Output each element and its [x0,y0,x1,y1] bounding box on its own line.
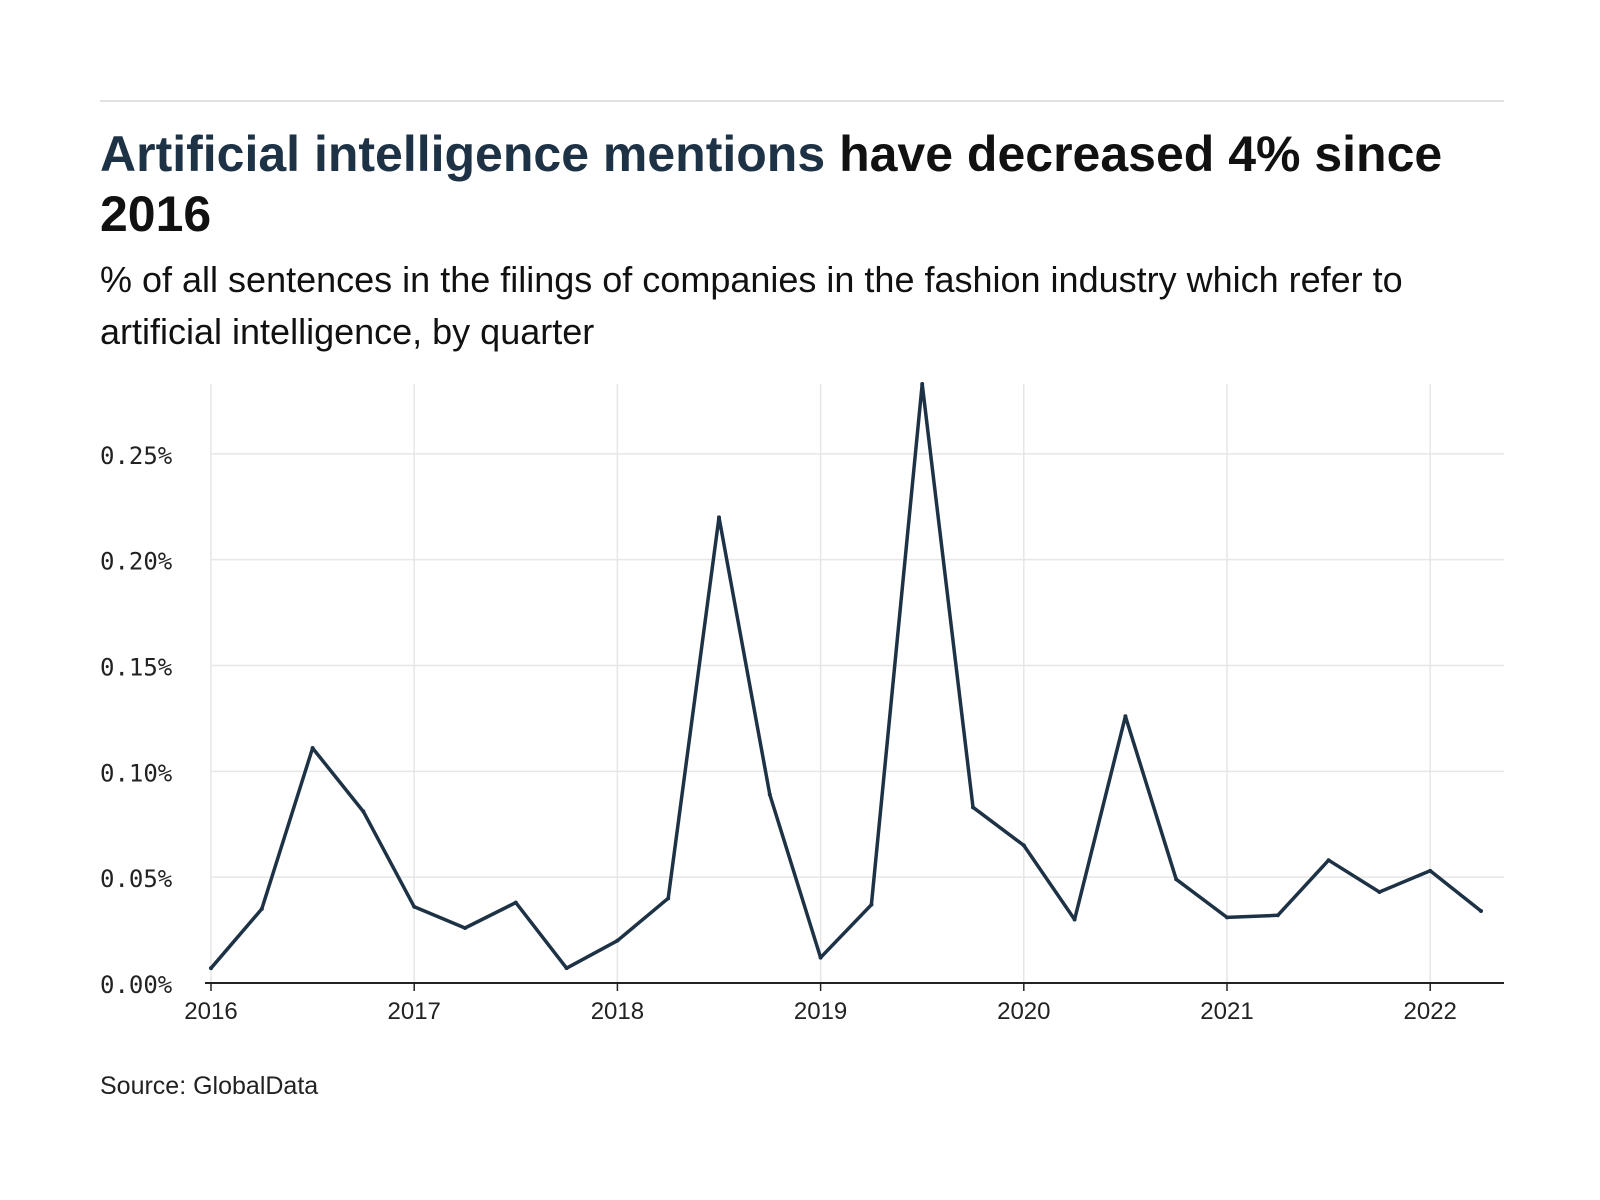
data-point [361,809,366,814]
data-point [513,900,518,905]
data-point [818,955,823,960]
y-tick-label: 0.25% [100,442,173,470]
title-highlight: Artificial intelligence mentions [100,126,826,182]
y-tick-label: 0.00% [100,971,173,999]
x-tick-label: 2019 [794,998,847,1020]
y-tick-label: 0.15% [100,654,173,682]
y-tick-label: 0.05% [100,865,173,893]
x-tick-label: 2017 [388,998,441,1020]
data-point [1479,909,1483,914]
data-point [615,938,620,943]
data-point [666,896,671,901]
data-point [1174,877,1179,882]
data-point [1123,714,1128,719]
x-tick-label: 2018 [591,998,644,1020]
data-point [1428,868,1433,873]
series-group [209,382,1483,971]
data-point [463,925,467,930]
data-point [310,746,315,751]
data-point [564,966,569,971]
chart-title: Artificial intelligence mentions have de… [100,124,1520,244]
y-tick-label: 0.10% [100,759,173,787]
axes [205,982,1504,991]
y-tick-label: 0.20% [100,548,173,576]
data-point [209,966,213,971]
data-point [1072,917,1077,922]
tick-labels: 0.00% 0.05% 0.10% 0.15% 0.20% 0.25% 2016 2017 20… [100,442,1457,1020]
data-point [1326,858,1331,863]
data-point [869,902,874,907]
data-point [1377,889,1382,894]
x-tick-label: 2020 [997,998,1050,1020]
series-line [209,382,1483,970]
data-point [1275,913,1280,918]
chart-subtitle: % of all sentences in the filings of com… [100,259,1403,352]
data-point [1021,843,1026,848]
title-rest: have decreased 4% since 2016 [100,126,1443,242]
top-divider [100,100,1504,102]
data-point [1225,915,1229,920]
data-point [971,805,975,810]
data-point [259,906,264,911]
data-point [767,792,772,797]
x-tick-label: 2021 [1200,998,1253,1020]
data-point [920,382,925,386]
x-tick-label: 2016 [184,998,237,1020]
data-point [717,515,721,520]
line-chart: 0.00% 0.05% 0.10% 0.15% 0.20% 0.25% 2016 2017 20… [100,382,1504,1020]
grid-lines [210,384,1504,983]
x-tick-label: 2022 [1404,998,1457,1020]
source-note: Source: GlobalData [100,1072,319,1100]
data-point [412,904,417,909]
